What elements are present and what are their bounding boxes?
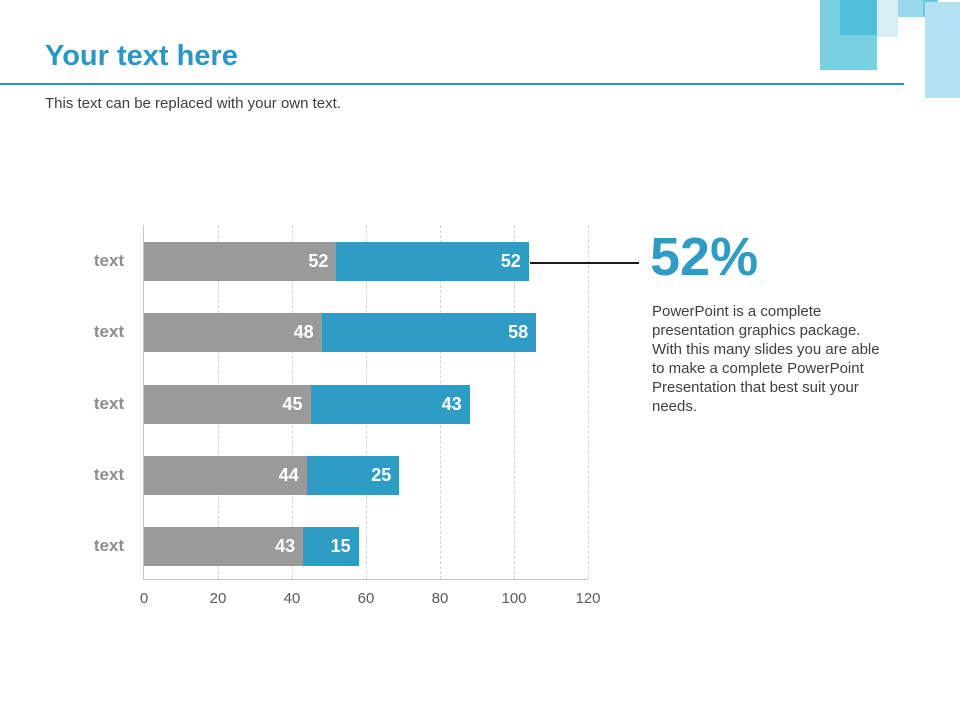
x-axis-tick-label: 60	[357, 590, 375, 607]
bar-row: 45 43	[144, 384, 588, 424]
category-label: text	[93, 393, 125, 413]
x-axis-tick-label: 0	[139, 590, 149, 607]
bar-value-label: 45	[282, 393, 303, 414]
callout-percentage: 52%	[650, 227, 759, 287]
category-label: text	[93, 464, 125, 484]
title-divider-line	[0, 83, 904, 85]
gray-segment: 45	[144, 384, 311, 424]
slide-subtitle: This text can be replaced with your own …	[45, 95, 341, 112]
x-axis-tick-label: 80	[431, 590, 449, 607]
bar-value-label: 25	[371, 464, 392, 485]
gray-segment: 44	[144, 455, 307, 495]
blue-segment: 15	[303, 527, 359, 567]
bar-value-label: 43	[441, 393, 462, 414]
callout-connector-line	[530, 262, 639, 264]
blue-segment: 25	[306, 455, 400, 495]
bar-row: 52 52	[144, 242, 588, 281]
callout-description: PowerPoint is a complete presentation gr…	[652, 303, 880, 415]
blue-segment: 43	[310, 384, 470, 424]
bar-value-label: 52	[500, 251, 521, 271]
bar-value-label: 44	[278, 464, 299, 485]
gray-segment: 48	[144, 313, 322, 353]
decor-square	[925, 2, 960, 98]
bar-value-label: 43	[275, 536, 296, 557]
bar-value-label: 15	[330, 536, 351, 557]
slide-title: Your text here	[45, 40, 238, 72]
blue-segment: 58	[321, 313, 537, 353]
bar-row: 43 15	[144, 527, 588, 567]
gridline	[588, 225, 589, 579]
decor-square	[877, 0, 898, 37]
decor-square	[840, 0, 877, 35]
category-label: text	[93, 251, 125, 270]
gridline	[514, 225, 515, 579]
x-axis-tick-label: 100	[501, 590, 527, 607]
x-axis-tick-label: 120	[575, 590, 601, 607]
gray-segment: 52	[144, 242, 337, 281]
bar-value-label: 52	[308, 251, 329, 271]
stacked-bar-chart-plot-area: 0 20 40 60 80 100 120 text 52 52 text 48 58 text 45 43 t…	[94, 225, 601, 607]
bar-row: 48 58	[144, 313, 588, 353]
x-axis-tick-label: 20	[209, 590, 227, 607]
category-label: text	[93, 536, 125, 556]
x-axis-tick-label: 40	[283, 590, 301, 607]
bar-row: 44 25	[144, 455, 588, 495]
blue-segment: 52	[336, 242, 529, 281]
bar-value-label: 48	[293, 322, 314, 343]
category-label: text	[93, 322, 125, 342]
gray-segment: 43	[144, 527, 304, 567]
bar-value-label: 58	[508, 322, 529, 343]
